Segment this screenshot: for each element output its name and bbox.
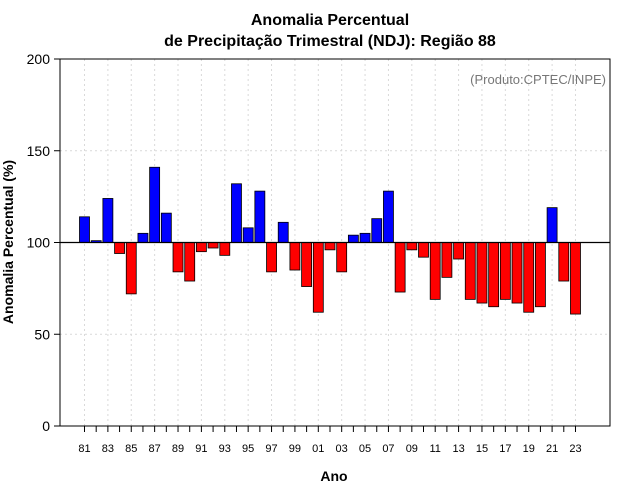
bar-08 — [394, 242, 406, 293]
bar-03 — [336, 242, 348, 273]
x-tick-label: 99 — [289, 443, 301, 455]
x-tick-label: 89 — [172, 443, 184, 455]
bar-09 — [406, 242, 418, 251]
bar-86 — [137, 232, 149, 243]
x-tick-label: 07 — [382, 443, 394, 455]
x-tick-label: 97 — [265, 443, 277, 455]
bar-96 — [254, 190, 266, 243]
x-tick-label: 05 — [359, 443, 371, 455]
x-tick-label: 93 — [219, 443, 231, 455]
bar-85 — [125, 242, 137, 295]
bar-23 — [570, 242, 581, 315]
bar-88 — [160, 212, 172, 243]
y-tick-label: 100 — [27, 235, 51, 251]
x-tick-label: 81 — [78, 443, 90, 455]
x-tick-label: 19 — [523, 443, 535, 455]
bar-90 — [184, 242, 196, 282]
y-tick-label: 200 — [27, 51, 51, 67]
x-tick-label: 85 — [125, 443, 137, 455]
bar-81 — [79, 216, 90, 243]
bar-15 — [476, 242, 488, 304]
bar-89 — [172, 242, 184, 273]
bar-19 — [523, 242, 535, 313]
x-tick-label: 01 — [312, 443, 324, 455]
x-tick-label: 23 — [569, 443, 581, 455]
bar-21 — [546, 207, 558, 243]
bar-17 — [499, 242, 511, 300]
bar-92 — [207, 242, 219, 249]
x-axis-label: Ano — [320, 468, 347, 484]
bar-11 — [429, 242, 441, 300]
bar-91 — [195, 242, 207, 253]
x-tick-label: 11 — [429, 443, 440, 455]
x-tick-label: 15 — [476, 443, 488, 455]
bar-06 — [371, 218, 383, 243]
bar-14 — [464, 242, 476, 300]
y-axis-ticks: 0 50 100 150 200 — [27, 51, 60, 434]
bar-94 — [231, 183, 242, 243]
bar-87 — [149, 166, 161, 243]
bar-10 — [418, 242, 429, 258]
bar-20 — [535, 242, 546, 308]
chart-title-line1: Anomalia Percentual — [251, 12, 409, 29]
bar-02 — [324, 242, 336, 251]
y-tick-label: 150 — [27, 143, 51, 159]
x-tick-label: 91 — [195, 443, 207, 455]
y-tick-label: 0 — [42, 418, 50, 434]
bar-98 — [277, 221, 289, 243]
y-axis-label: Anomalia Percentual (%) — [0, 160, 16, 324]
source-annotation: (Produto:CPTEC/INPE) — [470, 72, 606, 87]
bar-12 — [441, 242, 453, 278]
chart-title-line2: de Precipitação Trimestral (NDJ): Região… — [164, 33, 496, 50]
x-tick-label: 87 — [149, 443, 161, 455]
bar-16 — [488, 242, 500, 308]
x-axis-ticks: 81 83 85 87 89 91 93 95 97 99 01 03 05 07 09 11 13 15 17 19… — [78, 426, 582, 455]
bar-93 — [219, 242, 231, 256]
bar-99 — [289, 242, 301, 271]
bar-84 — [114, 242, 125, 254]
x-tick-label: 03 — [336, 443, 348, 455]
bar-01 — [312, 242, 324, 313]
y-tick-label: 50 — [34, 326, 50, 342]
x-tick-label: 17 — [499, 443, 511, 455]
bar-18 — [511, 242, 523, 304]
bar-00 — [301, 242, 313, 287]
x-tick-label: 21 — [546, 443, 558, 455]
x-tick-label: 83 — [102, 443, 114, 455]
bar-83 — [102, 198, 114, 243]
bar-05 — [359, 232, 371, 243]
bar-13 — [453, 242, 464, 260]
bar-22 — [558, 242, 570, 282]
bar-95 — [242, 227, 254, 243]
x-tick-label: 13 — [452, 443, 464, 455]
x-tick-label: 95 — [242, 443, 254, 455]
bar-04 — [347, 234, 359, 243]
bars — [79, 166, 581, 315]
x-tick-label: 09 — [406, 443, 418, 455]
bar-07 — [383, 190, 394, 243]
bar-97 — [266, 242, 277, 273]
